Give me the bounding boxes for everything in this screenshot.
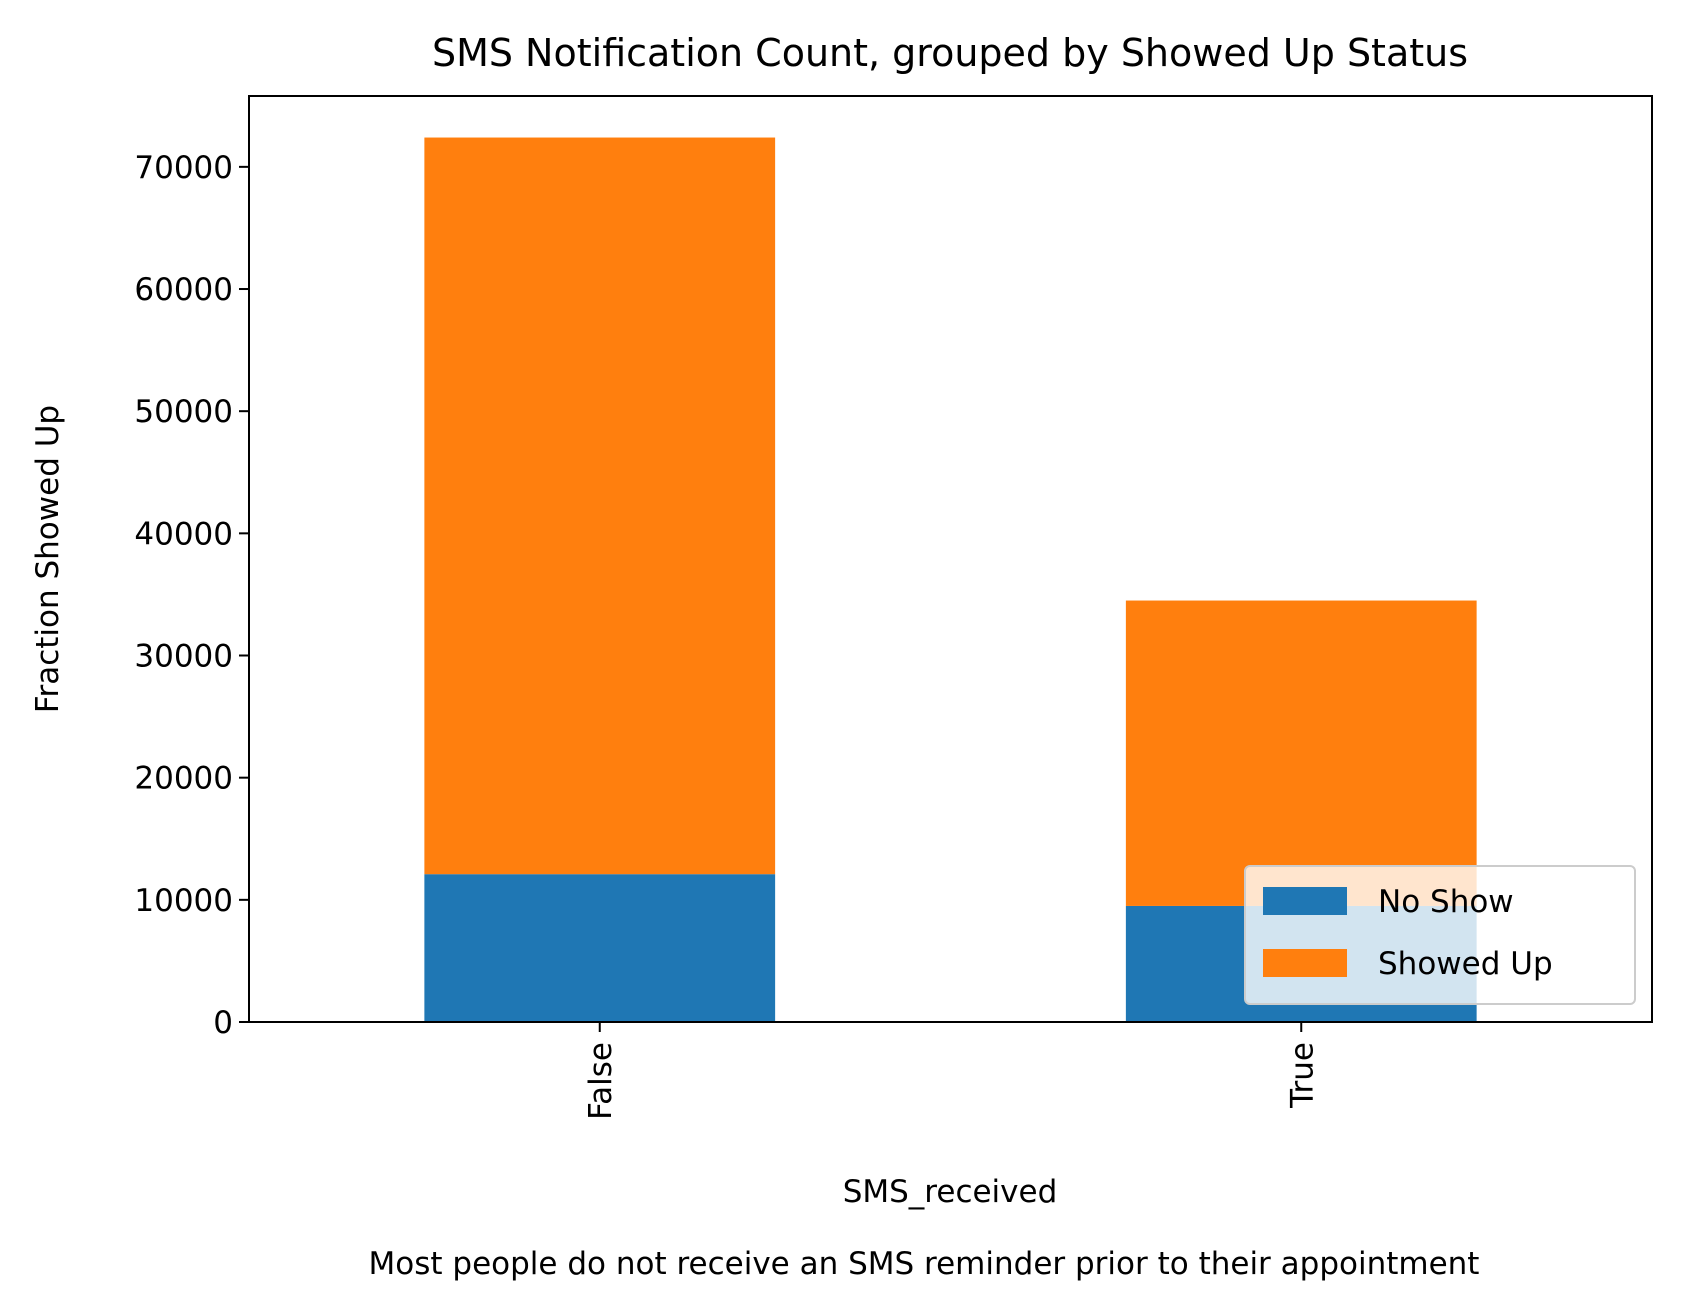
legend-swatch-no-show — [1263, 887, 1347, 915]
x-axis: False True — [583, 1022, 1320, 1120]
x-tick-label-true: True — [1284, 1042, 1320, 1109]
x-tick-label-false: False — [583, 1042, 619, 1120]
y-axis: 0 10000 20000 30000 40000 50000 60000 70000 — [134, 150, 249, 1041]
bar-no-show-false — [424, 874, 776, 1022]
legend-swatch-showed-up — [1263, 949, 1347, 977]
y-tick-label: 40000 — [134, 516, 233, 552]
y-tick-label: 70000 — [134, 150, 233, 186]
y-axis-label: Fraction Showed Up — [30, 405, 66, 713]
y-tick-label: 20000 — [134, 761, 233, 797]
y-tick-label: 30000 — [134, 639, 233, 675]
x-axis-label: SMS_received — [843, 1174, 1058, 1210]
legend-label-showed-up: Showed Up — [1378, 946, 1553, 982]
y-tick-label: 10000 — [134, 883, 233, 919]
legend: No Show Showed Up — [1244, 865, 1636, 1005]
chart-title: SMS Notification Count, grouped by Showe… — [432, 31, 1468, 75]
legend-label-no-show: No Show — [1378, 884, 1514, 920]
bars-group — [424, 137, 1477, 1022]
bar-showed-up-true — [1125, 600, 1477, 906]
y-tick-label: 0 — [213, 1005, 233, 1041]
chart-caption: Most people do not receive an SMS remind… — [369, 1246, 1480, 1282]
bar-showed-up-false — [424, 137, 776, 875]
plot-frame — [248, 95, 1653, 1023]
y-tick-label: 60000 — [134, 272, 233, 308]
y-tick-label: 50000 — [134, 394, 233, 430]
